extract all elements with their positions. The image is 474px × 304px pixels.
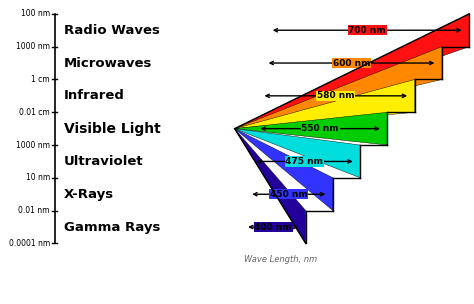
Text: 450 nm: 450 nm [270,190,308,199]
Text: Microwaves: Microwaves [64,57,152,70]
Text: 600 nm: 600 nm [333,59,370,67]
Text: 580 nm: 580 nm [317,91,355,100]
Text: VectorStock.com/29035230: VectorStock.com/29035230 [335,285,469,295]
Text: Wave Length, nm: Wave Length, nm [244,254,317,264]
Polygon shape [235,47,442,129]
Text: Ultraviolet: Ultraviolet [64,155,144,168]
Polygon shape [235,129,333,211]
Text: 400 nm: 400 nm [255,223,292,232]
Text: 475 nm: 475 nm [285,157,323,166]
Text: Radio Waves: Radio Waves [64,24,160,37]
Text: 100 nm: 100 nm [21,9,50,18]
Polygon shape [235,112,387,145]
Text: 0.01 nm: 0.01 nm [18,206,50,215]
Polygon shape [235,79,415,129]
Text: Infrared: Infrared [64,89,125,102]
Text: X-Rays: X-Rays [64,188,114,201]
Polygon shape [235,14,469,129]
Text: Visible Light: Visible Light [64,122,161,136]
Text: 1000 nm: 1000 nm [16,140,50,150]
Text: 0.01 cm: 0.01 cm [19,108,50,117]
Polygon shape [235,129,306,244]
Text: 10 nm: 10 nm [26,173,50,182]
Polygon shape [235,129,360,178]
Text: VectorStock: VectorStock [5,285,80,295]
Text: 1000 nm: 1000 nm [16,42,50,51]
Text: 0.0001 nm: 0.0001 nm [9,239,50,248]
Text: 550 nm: 550 nm [301,124,339,133]
Text: 700 nm: 700 nm [348,26,386,35]
Text: 1 cm: 1 cm [31,75,50,84]
Text: Gamma Rays: Gamma Rays [64,220,160,233]
